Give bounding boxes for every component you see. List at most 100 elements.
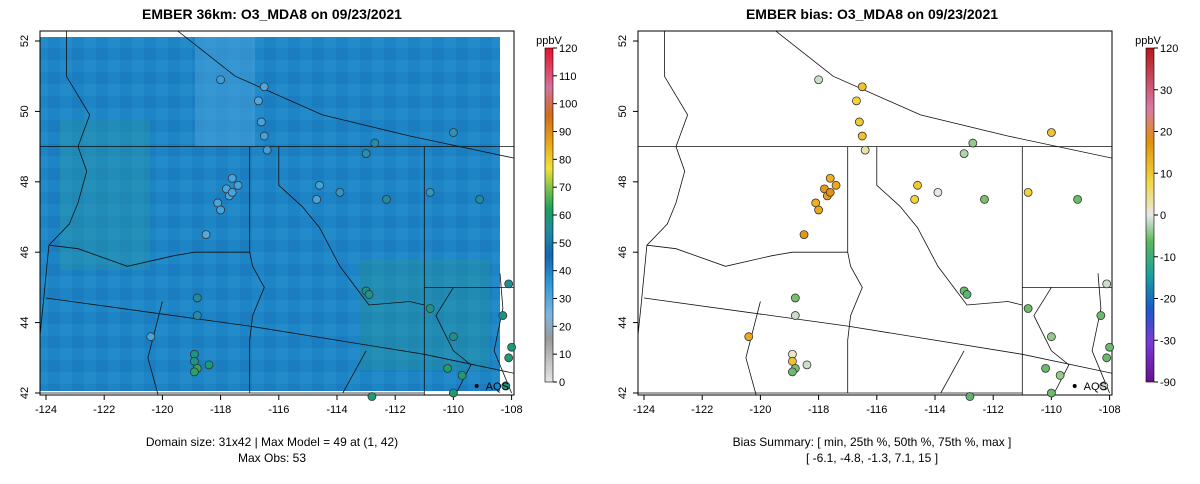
- y-tick-label: 48: [19, 176, 31, 188]
- x-tick-label: -122: [691, 404, 713, 416]
- colorbar-tick-label: 0: [1160, 210, 1166, 222]
- y-tick-label: 52: [617, 35, 629, 47]
- station-marker: [826, 188, 834, 196]
- colorbar-tick-label: 120: [1160, 43, 1178, 55]
- state-borders: [630, 27, 1200, 411]
- boundary-line: [1092, 273, 1110, 393]
- station-marker: [791, 312, 799, 320]
- y-tick-label: 48: [617, 176, 629, 188]
- colorbar-tick-label: -10: [1160, 252, 1176, 264]
- station-marker: [1024, 305, 1032, 313]
- y-tick-label: 46: [19, 246, 31, 258]
- station-marker: [202, 231, 210, 239]
- colorbar-tick-label: 70: [559, 182, 571, 194]
- station-marker: [858, 132, 866, 140]
- station-marker: [1042, 364, 1050, 372]
- x-tick-label: -112: [385, 404, 406, 416]
- left-colorbar: [545, 48, 553, 382]
- x-tick-label: -120: [749, 404, 771, 416]
- right-caption-line1: Bias Summary: [ min, 25th %, 50th %, 75t…: [733, 435, 1012, 449]
- station-marker: [228, 188, 236, 196]
- station-marker: [426, 305, 434, 313]
- x-tick-label: -116: [866, 404, 887, 416]
- left-x-axis: -124-122-120-118-116-114-112-110-108: [35, 395, 523, 416]
- colorbar-tick-label: 50: [559, 238, 571, 250]
- x-tick-label: -108: [501, 404, 523, 416]
- station-marker: [858, 83, 866, 91]
- colorbar-tick-label: 120: [559, 43, 577, 55]
- station-marker: [444, 364, 452, 372]
- x-tick-label: -122: [93, 404, 115, 416]
- boundary-line: [941, 351, 964, 393]
- station-marker: [1024, 188, 1032, 196]
- station-marker: [234, 181, 242, 189]
- station-marker: [788, 368, 796, 376]
- station-marker: [815, 76, 823, 84]
- x-tick-label: -110: [1041, 404, 1062, 416]
- x-tick-label: -114: [326, 404, 347, 416]
- x-tick-label: -120: [151, 404, 173, 416]
- station-marker: [911, 195, 919, 203]
- right-plot-frame: [638, 31, 1112, 395]
- station-marker: [861, 146, 869, 154]
- station-marker: [963, 290, 971, 298]
- colorbar-tick-label: 10: [1160, 168, 1172, 180]
- station-marker: [914, 181, 922, 189]
- station-marker: [508, 343, 516, 351]
- station-marker: [745, 333, 753, 341]
- station-marker: [966, 393, 974, 401]
- station-marker: [1103, 280, 1111, 288]
- station-marker: [228, 174, 236, 182]
- x-tick-label: -108: [1099, 404, 1121, 416]
- x-tick-label: -114: [924, 404, 945, 416]
- y-tick-label: 44: [617, 316, 629, 328]
- y-tick-label: 46: [617, 246, 629, 258]
- x-tick-label: -118: [808, 404, 829, 416]
- station-marker: [815, 206, 823, 214]
- boundary-line: [647, 245, 862, 393]
- aqs-legend-label: AQS: [486, 381, 509, 393]
- right-caption-line2: [ -6.1, -4.8, -1.3, 7.1, 15 ]: [806, 451, 938, 465]
- y-tick-label: 44: [19, 316, 31, 328]
- station-marker: [1074, 195, 1082, 203]
- colorbar-tick-label: 60: [559, 210, 571, 222]
- field-green-area: [60, 120, 150, 270]
- station-marker: [791, 294, 799, 302]
- station-marker: [505, 354, 513, 362]
- field-light-area: [195, 37, 255, 147]
- station-marker: [260, 83, 268, 91]
- station-marker: [257, 118, 265, 126]
- station-marker: [458, 371, 466, 379]
- station-marker: [800, 231, 808, 239]
- station-marker: [960, 150, 968, 158]
- station-marker: [254, 97, 262, 105]
- station-marker: [505, 280, 513, 288]
- aqs-legend-dot: [1073, 384, 1077, 388]
- right-station-markers: [745, 76, 1114, 401]
- colorbar-tick-label: -90: [1160, 377, 1176, 389]
- station-marker: [803, 361, 811, 369]
- station-marker: [1106, 343, 1114, 351]
- station-marker: [316, 181, 324, 189]
- colorbar-tick-label: 30: [1160, 85, 1172, 97]
- boundary-line: [644, 298, 1139, 379]
- boundary-line: [635, 27, 687, 393]
- y-tick-label: 50: [617, 105, 629, 117]
- colorbar-tick-label: 40: [559, 266, 571, 278]
- station-marker: [263, 146, 271, 154]
- station-marker: [193, 294, 201, 302]
- left-caption-line2: Max Obs: 53: [238, 451, 306, 465]
- station-marker: [205, 361, 213, 369]
- boundary-line: [775, 30, 1124, 160]
- station-marker: [499, 312, 507, 320]
- colorbar-tick-label: 20: [559, 321, 571, 333]
- colorbar-tick-label: 0: [559, 377, 565, 389]
- colorbar-tick-label: 80: [559, 154, 571, 166]
- station-marker: [934, 188, 942, 196]
- station-marker: [1056, 371, 1064, 379]
- station-marker: [832, 181, 840, 189]
